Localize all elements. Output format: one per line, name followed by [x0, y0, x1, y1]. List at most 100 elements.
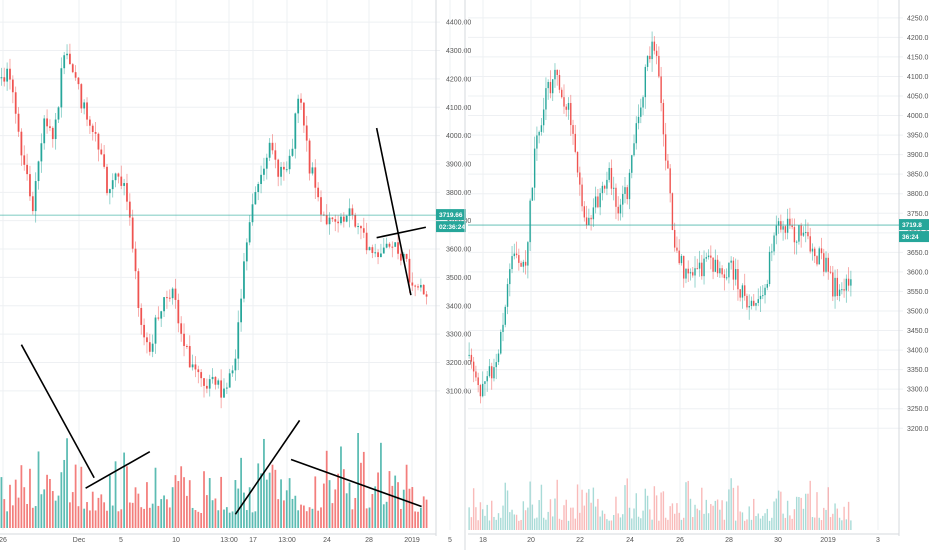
- volume-bar: [51, 491, 54, 528]
- candle-body: [673, 229, 676, 248]
- candle-body: [705, 257, 708, 259]
- candle-body: [687, 268, 689, 274]
- volume-bar: [545, 519, 547, 530]
- volume-bar: [522, 501, 525, 530]
- candle-body: [3, 77, 6, 82]
- candle-body: [741, 285, 744, 298]
- volume-bar: [231, 511, 234, 528]
- candle-body: [800, 225, 802, 236]
- volume-bar: [385, 501, 388, 528]
- volume-bar: [211, 500, 214, 528]
- volume-bar: [574, 518, 576, 530]
- volume-bar: [137, 493, 140, 528]
- volume-bar: [692, 517, 694, 530]
- candle-body: [716, 259, 719, 274]
- candle-body: [640, 107, 642, 117]
- volume-bar: [3, 499, 6, 528]
- candle-body: [354, 215, 357, 227]
- volume-bar: [606, 519, 608, 530]
- volume-bar: [610, 520, 613, 530]
- candle-body: [180, 323, 183, 334]
- volume-bar: [671, 503, 674, 530]
- y-tick-label: 3650.0: [907, 250, 929, 257]
- candle-body: [520, 262, 522, 267]
- candle-body: [495, 362, 497, 368]
- volume-bar: [728, 489, 730, 530]
- candle-body: [317, 187, 320, 198]
- candle-body: [757, 299, 759, 304]
- volume-bar: [308, 507, 311, 528]
- trendline[interactable]: [375, 127, 412, 296]
- trendline[interactable]: [376, 226, 427, 239]
- candle-body: [481, 383, 484, 397]
- volume-bar: [60, 472, 63, 528]
- volume-bar: [533, 518, 536, 530]
- candle-body: [151, 343, 154, 352]
- candle-body: [171, 288, 174, 299]
- candle-body: [730, 260, 732, 263]
- candle-body: [606, 179, 608, 189]
- candle-body: [506, 284, 509, 307]
- candle-body: [692, 272, 694, 276]
- volume-bar: [400, 508, 402, 528]
- candle-body: [194, 364, 197, 370]
- candle-body: [183, 333, 185, 346]
- candle-body: [608, 167, 610, 180]
- trendline[interactable]: [85, 451, 151, 489]
- y-tick-label: 3500.0: [907, 309, 929, 316]
- candle-body: [422, 284, 425, 295]
- candle-body: [37, 161, 40, 182]
- volume-bar: [271, 464, 274, 528]
- volume-bar: [317, 510, 320, 528]
- trendline[interactable]: [290, 458, 422, 508]
- volume-bar: [320, 507, 322, 528]
- candle-body: [337, 221, 340, 224]
- y-axis: 4250.0 4200.0 4150.0 4100.0 4050.0 4000.0 3950…: [907, 15, 929, 432]
- candle-body: [260, 174, 262, 184]
- volume-bar: [481, 509, 484, 530]
- candle-body: [680, 255, 683, 264]
- volume-bar: [470, 517, 473, 530]
- volume-bar: [108, 475, 111, 528]
- candle-body: [500, 331, 502, 354]
- volume-bars: [0, 433, 428, 528]
- volume-bar: [515, 514, 518, 530]
- right-chart-panel[interactable]: 4250.0 4200.0 4150.0 4100.0 4050.0 4000.0 3950…: [468, 0, 929, 544]
- candle-body: [685, 268, 687, 279]
- volume-bar: [637, 516, 640, 530]
- volume-bar: [696, 508, 698, 530]
- candle-body: [773, 235, 775, 252]
- candle-body: [265, 157, 268, 169]
- volume-bar: [354, 497, 357, 528]
- candle-body: [51, 127, 54, 140]
- candle-body: [203, 378, 205, 386]
- volume-bar: [780, 491, 782, 530]
- last-price-label: 3719.66: [439, 212, 463, 219]
- volume-bar: [786, 500, 789, 530]
- volume-bar: [497, 513, 500, 530]
- candle-body: [565, 106, 567, 110]
- candle-body: [563, 97, 565, 107]
- volume-bar: [750, 519, 753, 530]
- trendline[interactable]: [20, 344, 95, 479]
- candle-body: [140, 307, 143, 325]
- candle-body: [552, 79, 554, 94]
- candle-body: [368, 247, 371, 251]
- candle-body: [163, 297, 165, 312]
- volume-bar: [243, 492, 245, 528]
- volume-bar: [504, 482, 506, 530]
- trendline[interactable]: [234, 419, 301, 515]
- candle-body: [843, 289, 845, 291]
- candle-body: [549, 81, 552, 94]
- volume-bar: [419, 507, 422, 528]
- volume-bar: [154, 467, 157, 528]
- volume-bar: [784, 517, 787, 530]
- left-chart-panel[interactable]: 4400.00 4300.00 4200.00 4100.00 4000.00 3900.…: [0, 0, 471, 544]
- candle-body: [177, 299, 180, 324]
- volume-bar: [106, 510, 108, 528]
- candle-body: [388, 243, 391, 247]
- candle-body: [637, 116, 640, 124]
- candle-body: [764, 287, 766, 296]
- trendlines[interactable]: [20, 127, 427, 515]
- candle-body: [126, 183, 128, 202]
